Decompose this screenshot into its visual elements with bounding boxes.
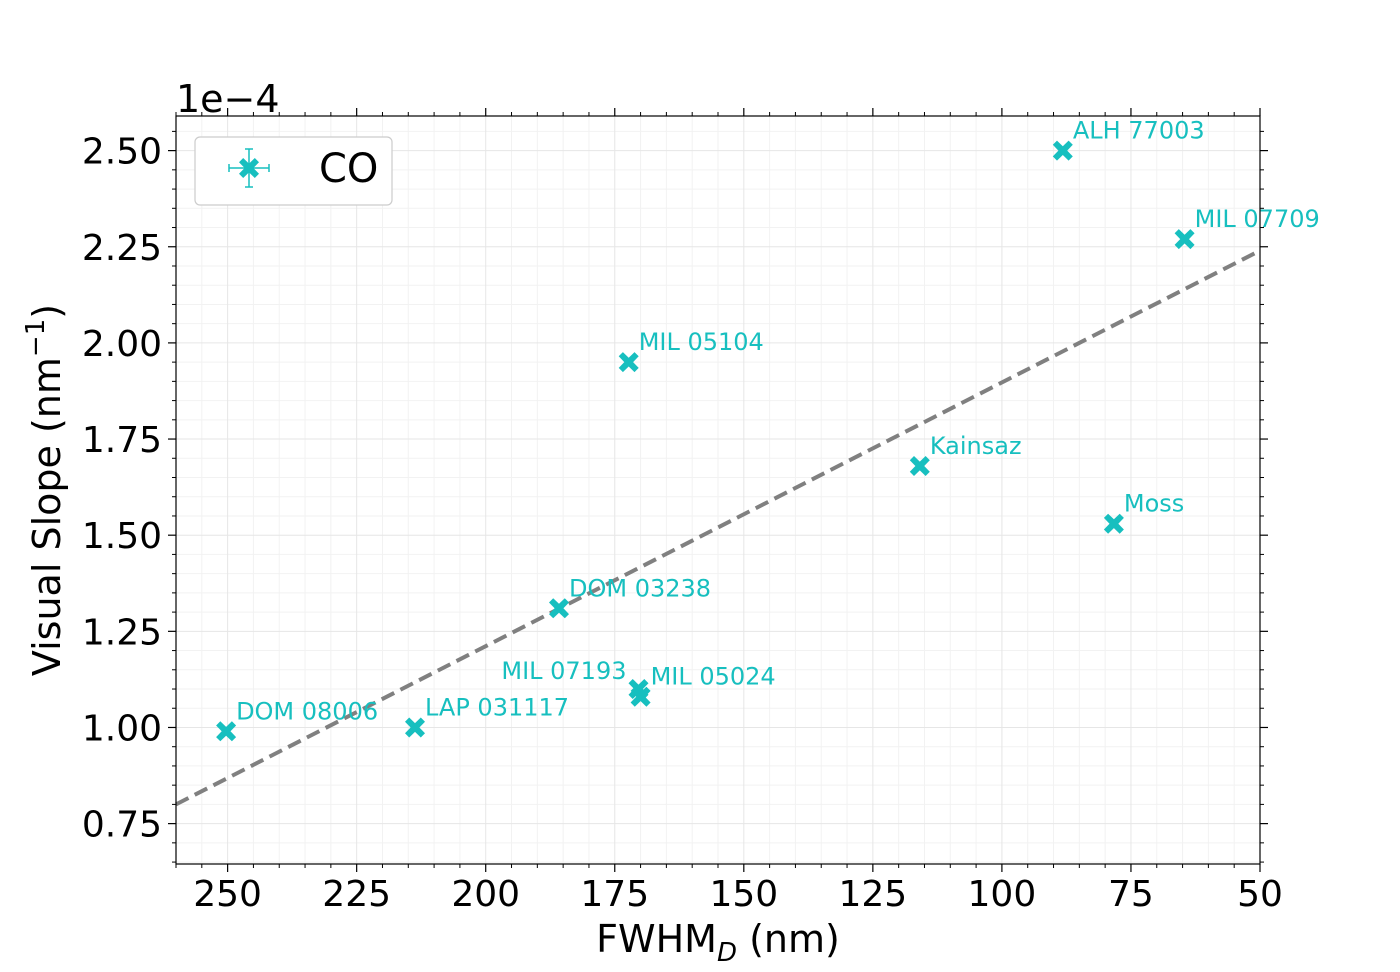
grid <box>175 116 1261 864</box>
point-marker <box>909 456 930 476</box>
y-tick-label: 1.00 <box>82 708 162 749</box>
axis-ticks: 250 225 200 175 150 125 100 75 50 0.75 1.00 1.25 1.5… <box>82 108 1283 915</box>
x-tick-label: 225 <box>322 874 391 915</box>
x-tick-label: 200 <box>451 874 520 915</box>
x-tick-label: 75 <box>1108 874 1154 915</box>
y-tick-label: 0.75 <box>82 805 162 846</box>
point-marker <box>1103 513 1124 534</box>
point-label: MIL 07709 <box>1195 205 1320 233</box>
y-tick-label: 2.00 <box>82 324 162 365</box>
x-tick-label: 250 <box>193 874 262 915</box>
data-point: ALH 77003 <box>1052 117 1205 161</box>
legend-x-marker <box>239 158 259 178</box>
point-marker <box>405 717 425 738</box>
data-point: DOM 03238 <box>549 574 711 619</box>
legend-marker-icon <box>228 148 270 188</box>
point-label: DOM 08006 <box>236 697 378 725</box>
data-point: Kainsaz <box>909 432 1022 476</box>
legend: CO <box>194 136 393 206</box>
data-point: Moss <box>1103 490 1184 534</box>
legend-box <box>194 136 393 206</box>
x-tick-label: 125 <box>838 874 907 915</box>
point-label: LAP 031117 <box>425 693 569 721</box>
data-points: DOM 08006 LAP 031117 DOM 03238 MIL 05104 MIL… <box>216 117 1320 742</box>
y-tick-label: 2.50 <box>82 132 162 173</box>
point-marker <box>1052 140 1073 161</box>
point-label: MIL 05024 <box>651 663 776 691</box>
point-marker <box>549 598 569 619</box>
point-label: Moss <box>1124 490 1184 518</box>
y-tick-label: 2.25 <box>82 228 162 269</box>
point-label: DOM 03238 <box>569 574 711 602</box>
point-label: MIL 07193 <box>501 657 626 685</box>
x-tick-label: 175 <box>580 874 649 915</box>
y-axis-title: Visual Slope (nm−1) <box>21 304 69 676</box>
legend-label-co: CO <box>319 146 378 192</box>
point-marker <box>618 352 639 373</box>
x-tick-label: 50 <box>1237 874 1283 915</box>
data-point: MIL 07193 <box>501 657 649 699</box>
point-marker <box>1174 229 1195 250</box>
data-point: MIL 05024 <box>630 663 776 707</box>
point-label: Kainsaz <box>930 432 1022 460</box>
y-offset-text: 1e−4 <box>176 77 280 121</box>
y-tick-label: 1.50 <box>82 516 162 557</box>
data-point: DOM 08006 <box>216 697 378 742</box>
fit-line <box>175 248 1261 807</box>
fit-line-layer <box>175 248 1261 807</box>
point-marker <box>630 686 651 707</box>
y-tick-label: 1.75 <box>82 420 162 461</box>
data-point: MIL 05104 <box>618 328 764 373</box>
x-tick-label: 150 <box>709 874 778 915</box>
data-point: LAP 031117 <box>405 693 569 738</box>
point-marker <box>216 721 237 742</box>
x-axis-title: FWHMD (nm) <box>596 917 840 968</box>
data-point: MIL 07709 <box>1174 205 1320 250</box>
x-tick-label: 100 <box>968 874 1037 915</box>
point-label: MIL 05104 <box>639 328 764 356</box>
point-label: ALH 77003 <box>1073 117 1205 145</box>
y-tick-label: 1.25 <box>82 612 162 653</box>
